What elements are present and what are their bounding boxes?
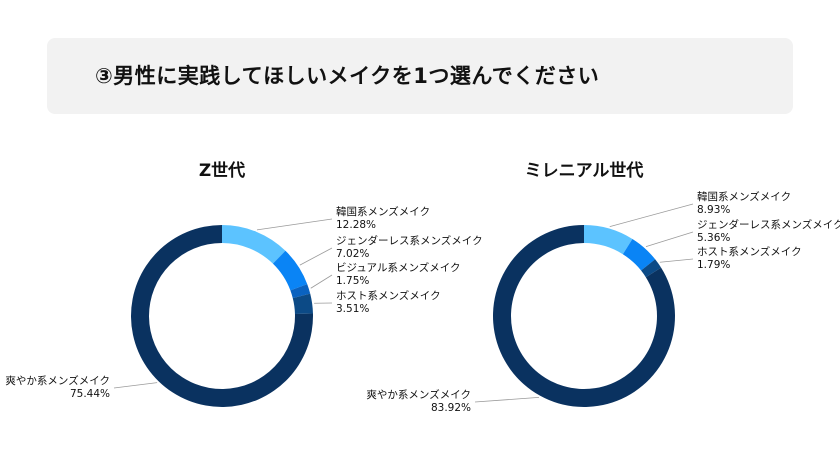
page-title: ③男性に実践してほしいメイクを1つ選んでください: [95, 64, 600, 88]
leader-line: [659, 258, 694, 263]
leader-line: [299, 247, 333, 266]
slice-value: 7.02%: [336, 248, 369, 260]
slice-label: ホスト系メンズメイク: [336, 289, 441, 302]
leader-line: [609, 203, 694, 228]
slice-label: 爽やか系メンズメイク: [366, 388, 471, 401]
slice-value: 1.79%: [697, 259, 730, 271]
slice-label: ジェンダーレス系メンズメイク: [697, 218, 840, 231]
donut-slice-2: [290, 284, 311, 299]
leader-line: [256, 218, 333, 231]
slice-value: 8.93%: [697, 204, 730, 216]
donut-slice-0: [222, 225, 286, 264]
slice-value: 75.44%: [70, 388, 110, 400]
leader-line: [474, 396, 540, 403]
slice-value: 1.75%: [336, 275, 369, 287]
slice-label: 韓国系メンズメイク: [336, 205, 430, 218]
slice-value: 3.51%: [336, 303, 369, 315]
donut-slice-1: [272, 250, 308, 291]
chart-title: Z世代: [199, 160, 245, 181]
chart-title: ミレニアル世代: [525, 160, 644, 181]
slice-label: 韓国系メンズメイク: [697, 190, 791, 203]
leader-line: [310, 274, 333, 289]
donut-slice-0: [584, 225, 633, 255]
slice-label: 爽やか系メンズメイク: [5, 374, 110, 387]
leader-line: [113, 382, 158, 389]
slice-label: ホスト系メンズメイク: [697, 245, 802, 258]
donut-slice-1: [622, 238, 656, 271]
slice-value: 5.36%: [697, 232, 730, 244]
donut-slice-2: [641, 259, 662, 278]
donut-slice-3: [292, 293, 313, 314]
slice-label: ビジュアル系メンズメイク: [336, 261, 461, 274]
slice-value: 83.92%: [431, 402, 471, 414]
title-banner: ③男性に実践してほしいメイクを1つ選んでください: [47, 38, 793, 114]
leader-line: [645, 231, 694, 248]
slice-value: 12.28%: [336, 219, 376, 231]
slice-label: ジェンダーレス系メンズメイク: [336, 234, 483, 247]
